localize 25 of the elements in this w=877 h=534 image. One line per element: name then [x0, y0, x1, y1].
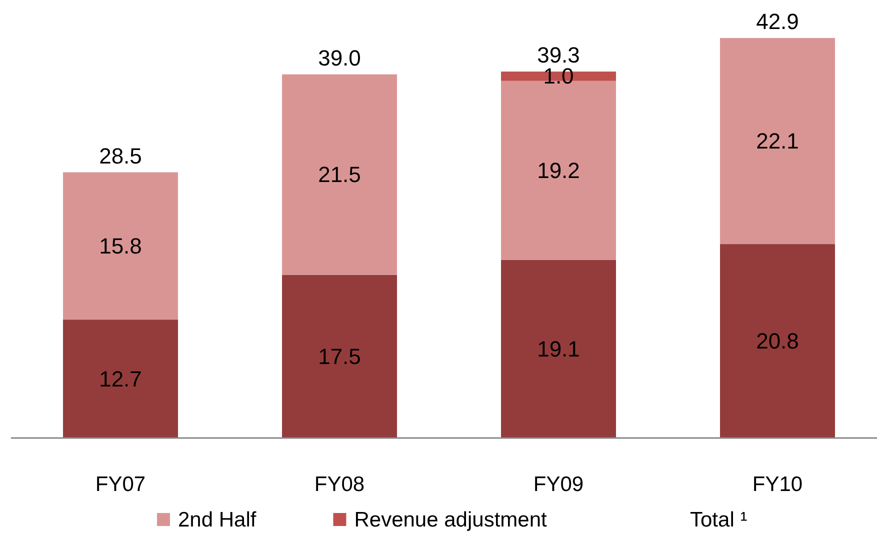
data-label: 22.1 [756, 128, 799, 154]
data-label: 17.5 [318, 344, 361, 369]
bar [63, 320, 178, 438]
bar [501, 260, 616, 438]
x-tick-label: FY07 [95, 472, 146, 496]
total-label: 39.0 [318, 45, 361, 70]
x-tick-label: FY10 [752, 472, 803, 496]
data-label: 12.7 [99, 366, 142, 392]
legend-label: Revenue adjustment [354, 508, 548, 532]
x-tick-label: FY09 [533, 472, 584, 496]
total-label: 42.9 [756, 9, 799, 34]
bar [720, 38, 835, 244]
legend-label: 2nd Half [178, 508, 256, 532]
data-label: 19.1 [537, 336, 580, 362]
data-label: 20.8 [756, 328, 799, 354]
bar [282, 274, 397, 438]
bar [282, 74, 397, 275]
text: Total ¹ [690, 508, 748, 532]
total-label: 28.5 [99, 143, 142, 168]
bar [720, 244, 835, 438]
data-label: 15.8 [99, 233, 142, 258]
data-label: 21.5 [318, 162, 361, 188]
bar [63, 172, 178, 320]
data-label: 19.2 [537, 158, 580, 183]
x-tick-label: FY08 [314, 472, 365, 496]
